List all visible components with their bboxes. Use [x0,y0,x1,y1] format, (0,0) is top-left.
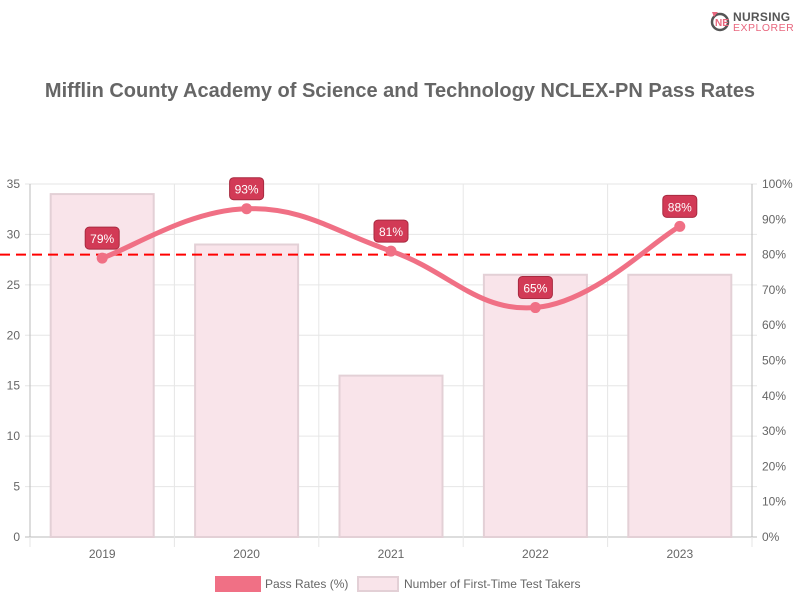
right-tick-label: 90% [762,212,786,226]
x-tick-label: 2021 [378,547,405,561]
bar [194,243,300,538]
data-label-box [517,276,553,300]
bar [338,374,444,538]
right-tick-label: 100% [762,177,793,191]
legend-swatch-test-takers [357,576,399,592]
left-tick-label: 10 [7,429,21,443]
data-point [385,245,397,257]
bar [49,193,155,538]
x-tick-label: 2019 [89,547,116,561]
logo-text-sub: EXPLORER [733,22,795,34]
x-tick-label: 2020 [233,547,260,561]
logo-icon: NE [710,12,730,32]
bar [627,273,733,538]
bar [482,273,588,538]
data-label-box [373,219,409,243]
x-tick-label: 2022 [522,547,549,561]
data-label: 81% [379,225,403,239]
left-tick-label: 5 [13,480,20,494]
left-tick-label: 30 [7,227,21,241]
data-point [241,203,253,215]
svg-text:NE: NE [715,18,729,29]
x-tick-label: 2023 [666,547,693,561]
left-tick-label: 0 [13,530,20,544]
right-tick-label: 10% [762,495,786,509]
right-tick-label: 80% [762,248,786,262]
data-label: 88% [668,200,692,214]
legend-swatch-pass-rates [215,576,261,592]
data-label-box [229,177,265,201]
chart-title: Mifflin County Academy of Science and Te… [44,80,756,102]
legend-label: Number of First-Time Test Takers [404,577,580,591]
right-tick-label: 40% [762,389,786,403]
data-label: 65% [523,282,547,296]
right-tick-label: 0% [762,530,780,544]
left-tick-label: 25 [7,278,21,292]
logo-text: NURSING [733,10,791,24]
data-point [674,220,686,232]
right-tick-label: 50% [762,354,786,368]
right-tick-label: 30% [762,424,786,438]
data-label-box [84,226,120,250]
data-point [529,302,541,314]
data-point [96,252,108,264]
left-tick-label: 15 [7,379,21,393]
left-tick-label: 20 [7,328,21,342]
right-tick-label: 20% [762,459,786,473]
left-tick-label: 35 [7,177,21,191]
data-label: 93% [235,183,259,197]
right-tick-label: 70% [762,283,786,297]
logo: NE NURSING EXPLORER [710,9,796,35]
data-label: 79% [90,232,114,246]
data-label-box [662,194,698,218]
legend-label: Pass Rates (%) [265,577,348,591]
right-tick-label: 60% [762,318,786,332]
